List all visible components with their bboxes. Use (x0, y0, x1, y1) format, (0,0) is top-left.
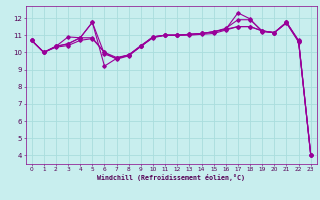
X-axis label: Windchill (Refroidissement éolien,°C): Windchill (Refroidissement éolien,°C) (97, 174, 245, 181)
